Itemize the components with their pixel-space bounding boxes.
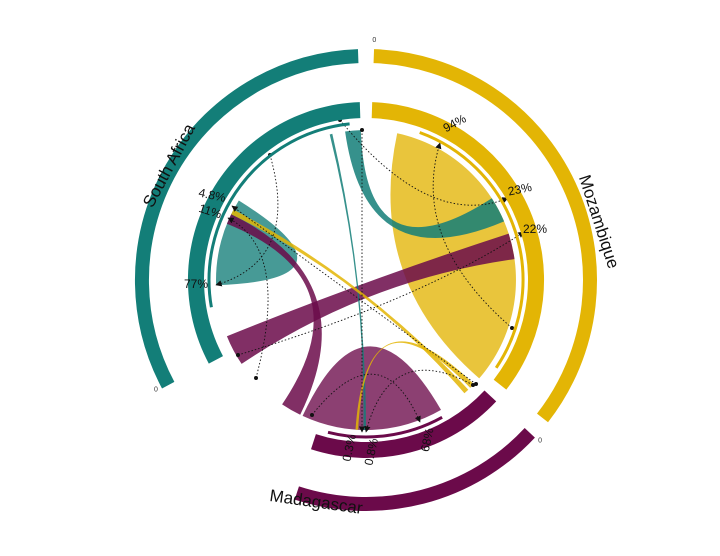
zero-tick-madagascar: 0 <box>538 437 542 444</box>
flow-arrow-madagascar-to-south-africa <box>227 217 269 379</box>
flow-percent-label-south-africa-to-mozambique: 23% <box>507 180 534 199</box>
flow-percent-label-south-africa-to-south-africa: 77% <box>184 277 208 291</box>
ribbon-mozambique-to-madagascar <box>355 341 474 430</box>
region-label-madagascar: Madagascar <box>268 486 364 518</box>
flow-origin-dot-mozambique-to-mozambique <box>510 326 514 330</box>
zero-tick-south-africa: 0 <box>154 387 158 394</box>
region-arc-mozambique <box>371 102 545 390</box>
region-outer-arc-madagascar <box>294 428 535 511</box>
flow-percent-label-south-africa-to-madagascar: 0.3% <box>339 433 358 463</box>
flow-percent-label-mozambique-to-south-africa: 4.8% <box>197 185 227 204</box>
region-inner-track-south-africa <box>207 122 350 308</box>
flow-origin-dot-madagascar-to-south-africa <box>254 376 258 380</box>
region-label-south-africa: South Africa <box>139 120 199 210</box>
flow-percent-label-mozambique-to-madagascar: 0.8% <box>361 437 380 467</box>
flow-percent-label-madagascar-to-south-africa: 11% <box>197 201 224 222</box>
flow-percent-label-madagascar-to-mozambique: 22% <box>523 222 547 236</box>
flow-arrow-madagascar-to-mozambique <box>237 231 525 356</box>
flow-origin-dot-madagascar-to-mozambique <box>236 353 240 357</box>
flow-arrow-mozambique-to-south-africa <box>231 205 477 385</box>
flow-origin-dot-south-africa-to-madagascar <box>360 128 364 132</box>
ribbon-madagascar-to-mozambique <box>226 233 515 364</box>
flow-origin-dot-madagascar-to-madagascar <box>310 413 314 417</box>
ribbon-south-africa-to-mozambique <box>345 130 505 238</box>
zero-tick-mozambique: 0 <box>372 37 376 44</box>
flow-arrow-south-africa-to-south-africa <box>215 154 279 287</box>
ribbon-madagascar-to-madagascar <box>302 346 441 430</box>
arc-layer <box>134 49 598 511</box>
region-inner-track-mozambique <box>419 131 525 369</box>
flow-arrow-mozambique-to-madagascar <box>364 369 474 433</box>
region-outer-arc-mozambique <box>373 49 598 423</box>
region-arc-south-africa <box>187 102 361 364</box>
region-outer-arc-south-africa <box>134 49 359 389</box>
region-inner-track-madagascar <box>327 415 443 439</box>
arrow-layer <box>215 118 525 433</box>
flow-percent-label-madagascar-to-madagascar: 68% <box>418 426 437 453</box>
flow-origin-dot-mozambique-to-south-africa <box>474 382 478 386</box>
region-arc-madagascar <box>311 390 497 459</box>
ribbon-layer <box>216 130 516 431</box>
